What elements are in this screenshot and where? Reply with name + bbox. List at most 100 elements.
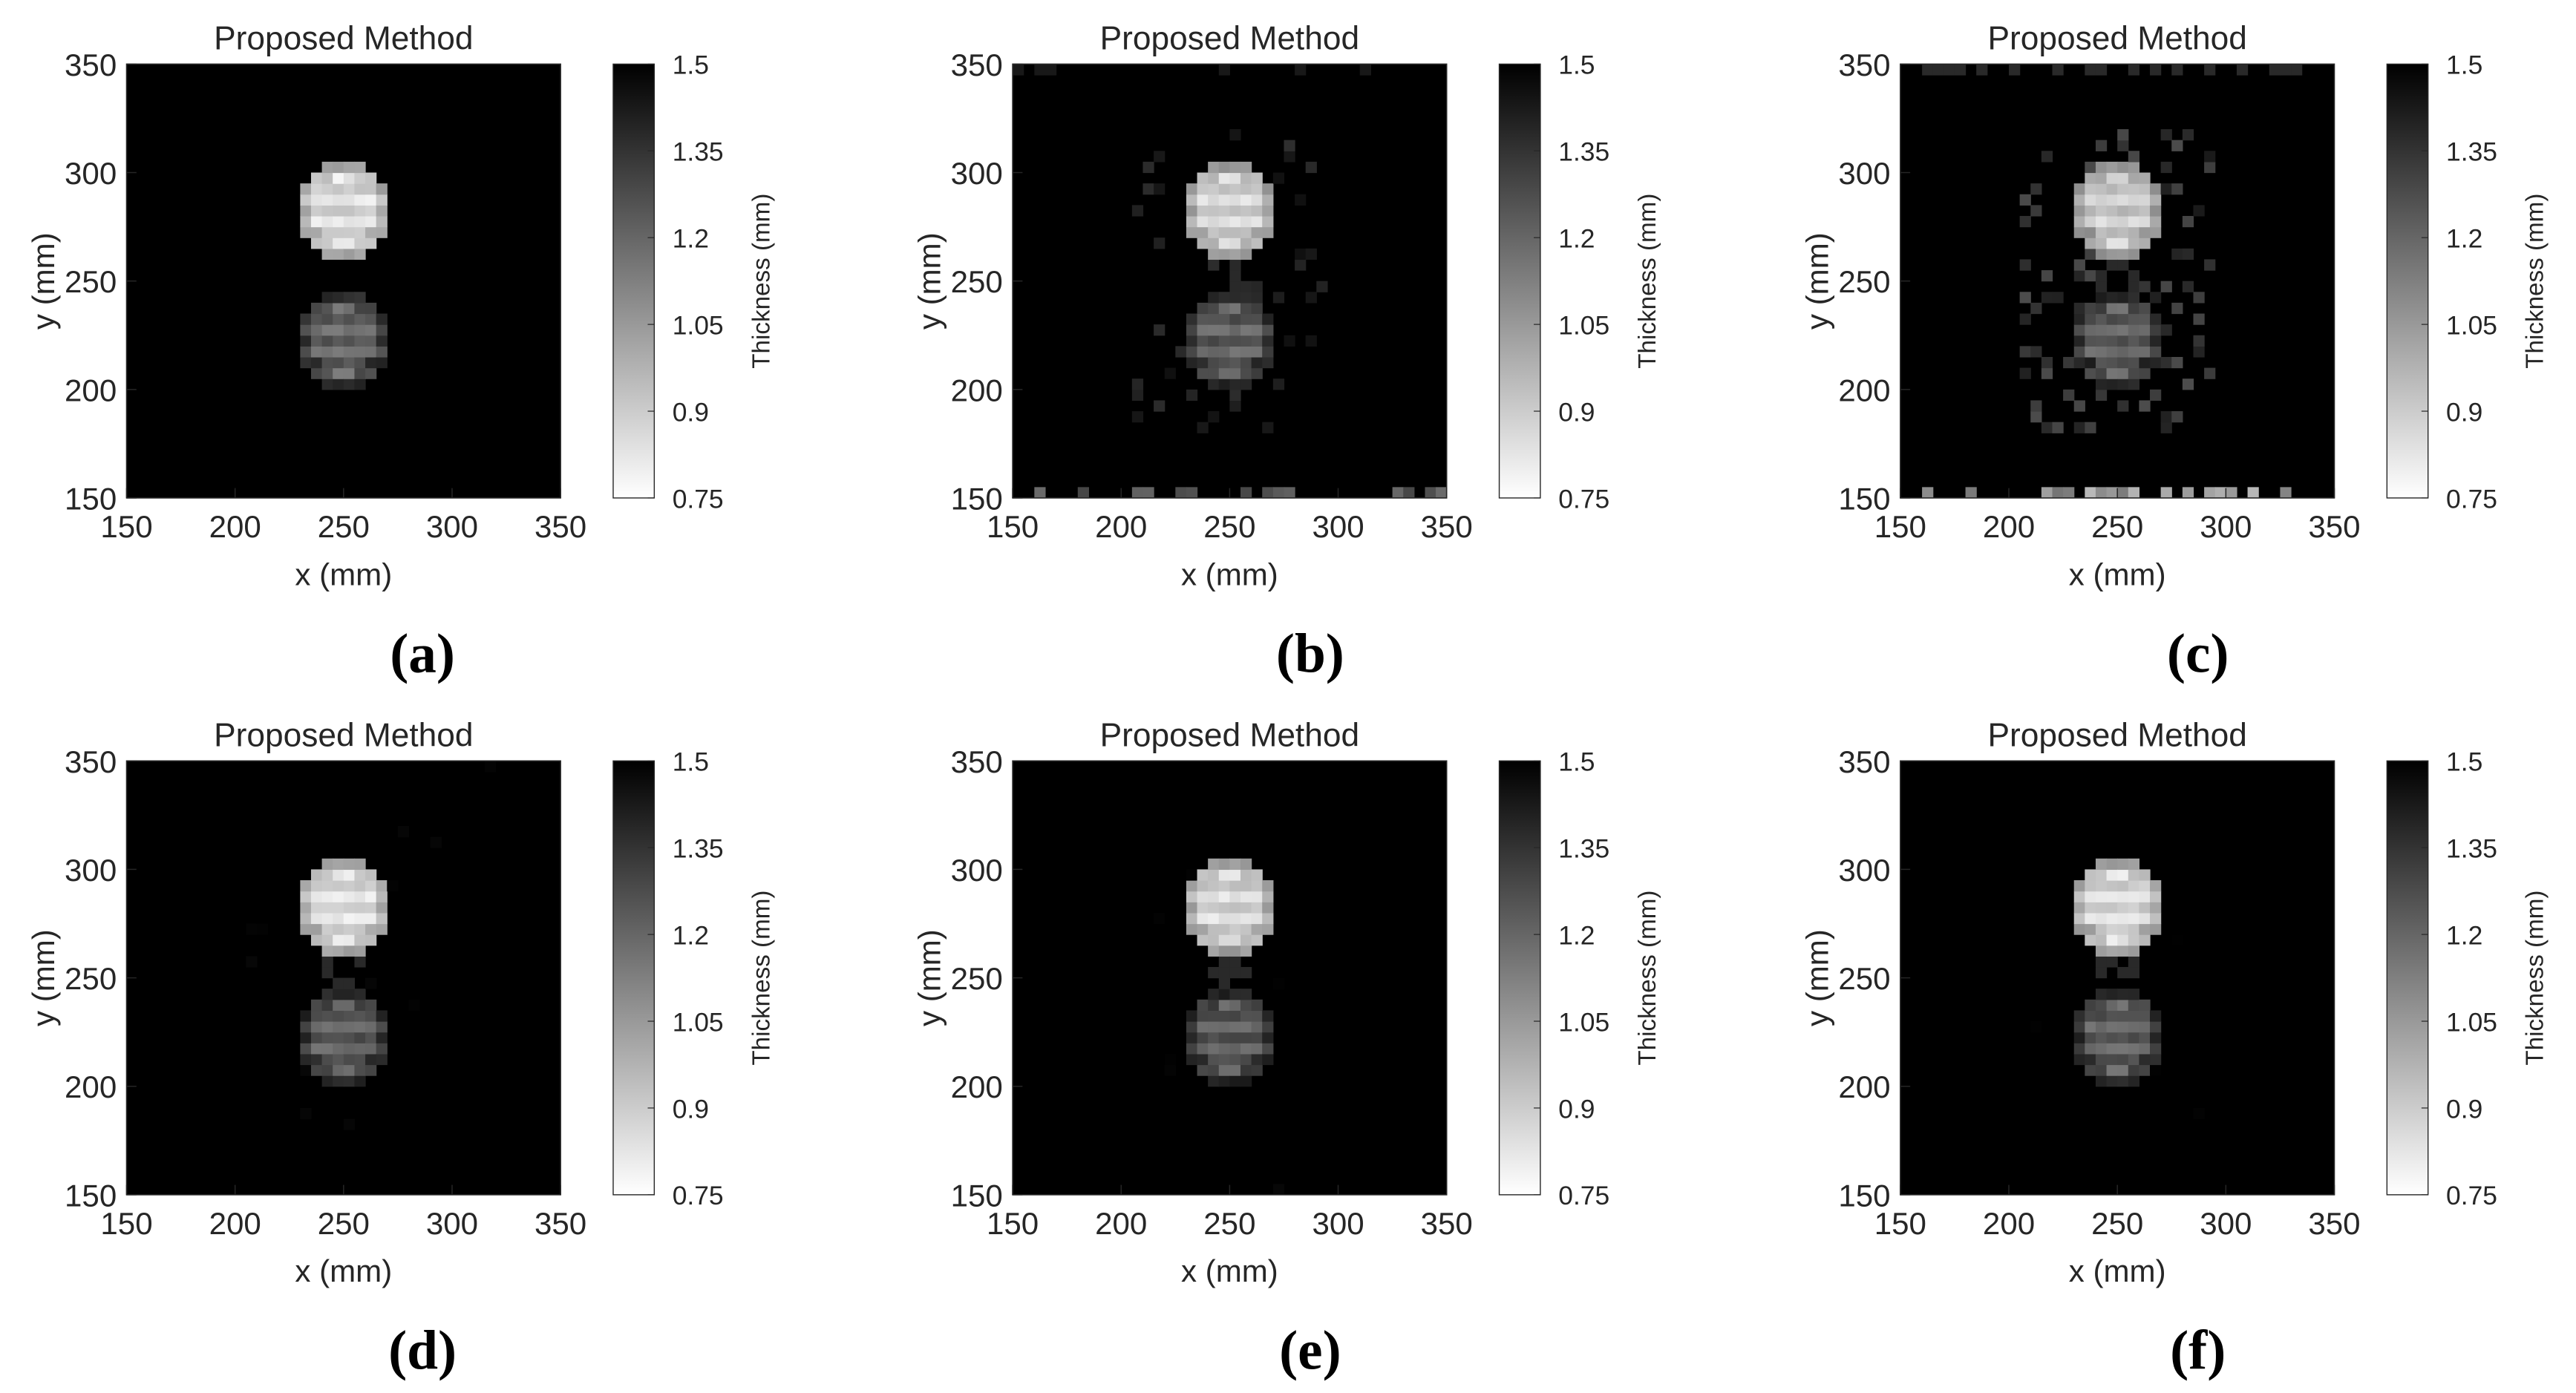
heatmap-cell bbox=[2085, 346, 2096, 358]
heatmap-cell bbox=[1154, 400, 1166, 412]
heatmap-cell bbox=[2095, 1032, 2108, 1043]
heatmap-cell bbox=[2182, 487, 2194, 499]
heatmap-cell bbox=[1131, 205, 1144, 217]
heatmap-cell bbox=[1208, 335, 1220, 347]
y-tick-label: 350 bbox=[951, 47, 1003, 82]
heatmap-cell bbox=[354, 378, 366, 390]
colorbar-tick-label: 1.35 bbox=[1558, 833, 1609, 863]
heatmap-cell bbox=[321, 292, 333, 304]
colorbar-tick-label: 0.75 bbox=[673, 1181, 724, 1210]
heatmap-cell bbox=[2085, 487, 2096, 499]
colorbar-tick-label: 1.35 bbox=[673, 833, 724, 863]
heatmap-cell bbox=[365, 346, 377, 358]
heatmap-cell bbox=[2139, 205, 2151, 217]
heatmap-cell bbox=[2117, 205, 2129, 217]
panel-f: 150 200 250 300 350 150 200 250 300 350 Proposed M… bbox=[1799, 717, 2549, 1381]
heatmap-cell bbox=[2095, 1010, 2108, 1022]
heatmap-cell bbox=[310, 1064, 323, 1076]
heatmap-cell bbox=[2150, 1010, 2162, 1022]
heatmap-cell bbox=[2128, 172, 2140, 184]
heatmap-cell bbox=[1229, 1064, 1241, 1076]
colorbar-tick-label: 0.75 bbox=[2446, 484, 2497, 514]
x-axis-label: x (mm) bbox=[2069, 1253, 2166, 1288]
heatmap-cell bbox=[1240, 346, 1252, 358]
heatmap-cell bbox=[1186, 313, 1198, 325]
y-axis-label: y (mm) bbox=[912, 929, 947, 1026]
heatmap-cell bbox=[2095, 1064, 2108, 1076]
heatmap-cell bbox=[2030, 1021, 2042, 1033]
heatmap-cell bbox=[2073, 194, 2085, 206]
heatmap-cell bbox=[2150, 1032, 2162, 1043]
heatmap-cell bbox=[300, 891, 312, 902]
heatmap-cell bbox=[1976, 64, 1988, 76]
heatmap-cell bbox=[354, 989, 366, 1000]
heatmap-cell bbox=[1251, 934, 1263, 946]
heatmap-cell bbox=[1186, 194, 1198, 206]
heatmap-cell bbox=[1229, 356, 1241, 369]
heatmap-cells bbox=[2030, 858, 2205, 1120]
heatmap-cell bbox=[321, 989, 333, 1000]
heatmap-cell bbox=[1229, 281, 1241, 292]
heatmap-cell bbox=[2085, 923, 2096, 935]
heatmap-cell bbox=[2182, 378, 2194, 390]
heatmap-cell bbox=[2073, 346, 2085, 358]
heatmap-cell bbox=[310, 934, 323, 946]
heatmap-cell bbox=[2139, 215, 2151, 228]
heatmap-cell bbox=[2160, 324, 2172, 336]
y-tick-label: 200 bbox=[65, 373, 117, 407]
heatmap-cell bbox=[333, 989, 344, 1000]
heatmap-cell bbox=[2041, 422, 2053, 433]
heatmap-cell bbox=[354, 346, 366, 358]
heatmap-cell bbox=[1251, 237, 1263, 249]
heatmap-cell bbox=[333, 346, 344, 358]
heatmap-cell bbox=[1208, 923, 1220, 935]
heatmap-cell bbox=[1208, 226, 1220, 238]
x-tick-label: 350 bbox=[2308, 1206, 2360, 1241]
heatmap-cell bbox=[2150, 923, 2162, 935]
heatmap-cell bbox=[2171, 64, 2183, 76]
heatmap-cell bbox=[1262, 313, 1274, 325]
colorbar-tick-label: 1.2 bbox=[2446, 920, 2482, 950]
heatmap-cell bbox=[1240, 324, 1252, 336]
heatmap-cell bbox=[1208, 1043, 1220, 1055]
heatmap-cell bbox=[1208, 367, 1220, 379]
heatmap-cell bbox=[365, 902, 377, 914]
heatmap-cell bbox=[2085, 161, 2096, 174]
y-tick-label: 350 bbox=[65, 744, 117, 779]
colorbar bbox=[1498, 63, 1541, 499]
heatmap-cell bbox=[1251, 194, 1263, 206]
heatmap-cell bbox=[333, 378, 344, 390]
heatmap-cell bbox=[354, 891, 366, 902]
heatmap-cell bbox=[354, 183, 366, 195]
heatmap-cell bbox=[2041, 292, 2053, 304]
heatmap-cell bbox=[2095, 64, 2108, 76]
heatmap-cell bbox=[1154, 912, 1166, 925]
heatmap-cell bbox=[2117, 140, 2129, 151]
heatmap-cell bbox=[2106, 292, 2118, 304]
colorbar-tick-label: 1.5 bbox=[673, 747, 709, 777]
heatmap-cell bbox=[1034, 64, 1046, 76]
heatmap-cell bbox=[1208, 1064, 1220, 1076]
heatmap-cell bbox=[2117, 346, 2129, 358]
heatmap-cell bbox=[2095, 1053, 2108, 1066]
heatmap-cell bbox=[1272, 977, 1285, 989]
heatmap-cell bbox=[365, 912, 377, 925]
heatmap-cell bbox=[1218, 367, 1230, 379]
heatmap-cell bbox=[2139, 400, 2151, 412]
heatmap-cell bbox=[2117, 259, 2129, 271]
colorbar-tick-label: 1.2 bbox=[1558, 223, 1595, 253]
heatmap-cell bbox=[1262, 487, 1274, 499]
heatmap-cell bbox=[1218, 1075, 1230, 1087]
heatmap-cell bbox=[2128, 64, 2140, 76]
heatmap-cell bbox=[1208, 378, 1220, 390]
heatmap-cell bbox=[1197, 902, 1209, 914]
heatmap-cell bbox=[2117, 129, 2129, 141]
y-tick-label: 300 bbox=[65, 156, 117, 191]
heatmap-cell bbox=[333, 1032, 344, 1043]
heatmap-cell bbox=[1251, 292, 1263, 304]
heatmap-cell bbox=[2095, 389, 2108, 401]
heatmap-cell bbox=[300, 194, 312, 206]
heatmap-cell bbox=[1208, 194, 1220, 206]
heatmap-cell bbox=[2085, 934, 2096, 946]
heatmap-cell bbox=[2128, 1064, 2140, 1076]
